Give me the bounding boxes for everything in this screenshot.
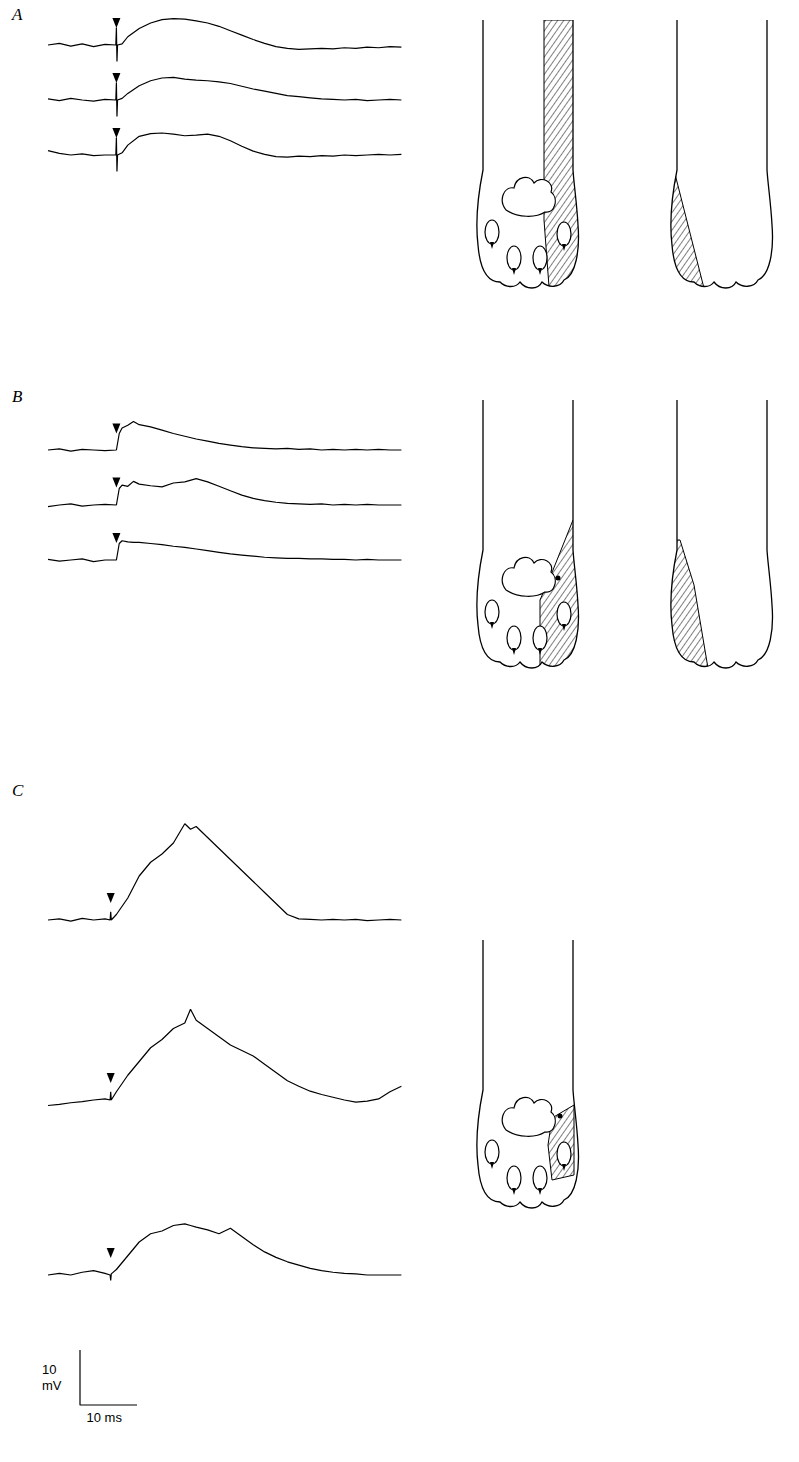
svg-text:B: B xyxy=(12,387,23,406)
svg-text:A: A xyxy=(11,5,23,24)
svg-text:10 ms: 10 ms xyxy=(87,1410,123,1425)
svg-text:C: C xyxy=(12,781,24,800)
svg-text:mV: mV xyxy=(42,1378,62,1393)
svg-text:10: 10 xyxy=(42,1362,56,1377)
